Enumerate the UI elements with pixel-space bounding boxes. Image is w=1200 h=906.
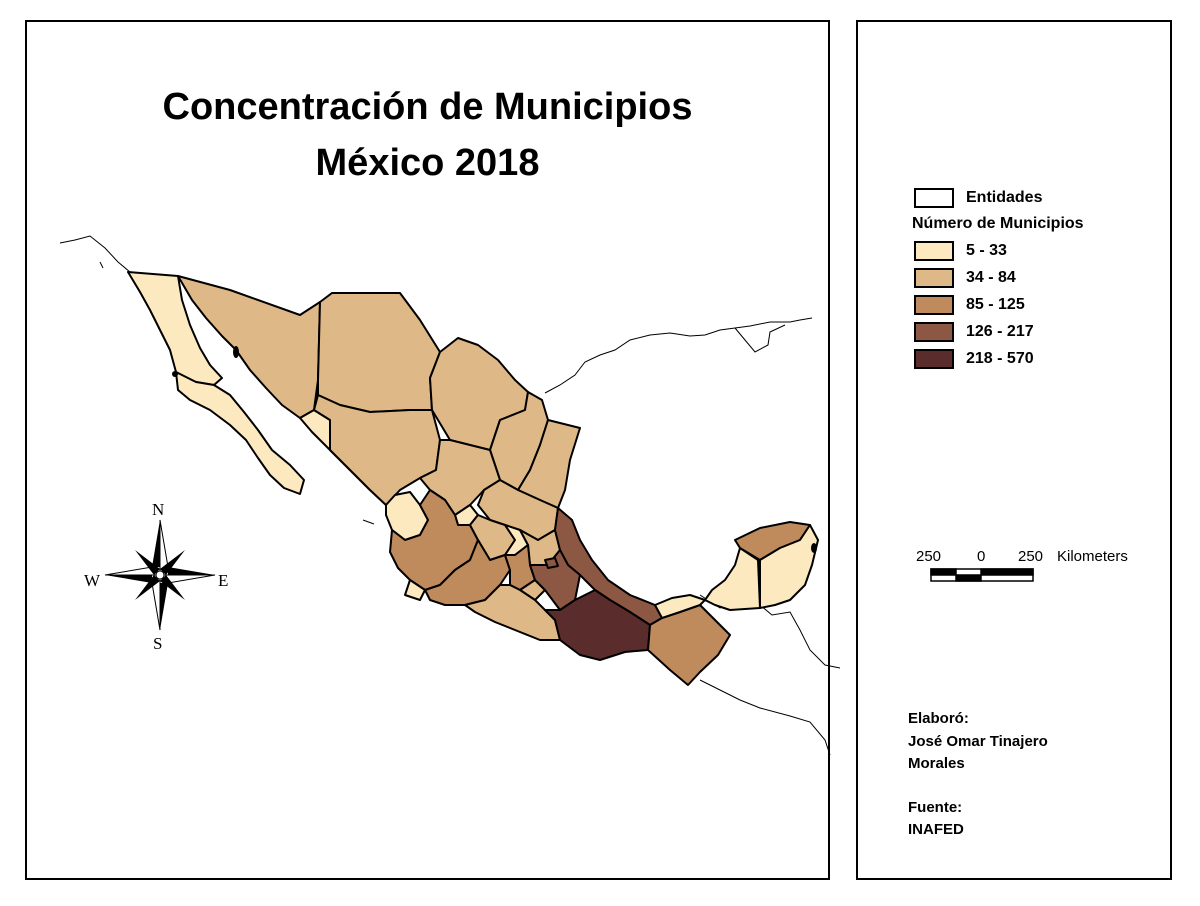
legend-class-swatch [914, 268, 954, 288]
legend-class-label: 218 - 570 [966, 350, 1034, 367]
legend-class-label: 34 - 84 [966, 269, 1016, 286]
legend-class-swatch [914, 349, 954, 369]
compass-west-label: W [84, 571, 101, 590]
legend-entities-label: Entidades [966, 189, 1043, 206]
states [127, 271, 819, 686]
state-campeche [704, 547, 761, 611]
map-subtitle: México 2018 [315, 142, 540, 184]
islands [172, 346, 817, 553]
state-sonora [177, 275, 321, 419]
legend-class-label: 85 - 125 [966, 296, 1025, 313]
coastline-lines [59, 235, 841, 756]
scale-label-right: 250 [1018, 548, 1044, 565]
legend-class-label: 126 - 217 [966, 323, 1034, 340]
scale-label-center: 0 [977, 548, 986, 565]
legend-class-label: 5 - 33 [966, 242, 1007, 259]
state-tlaxcala [544, 557, 559, 569]
state-colima [404, 579, 426, 601]
compass-south-label: S [153, 634, 163, 653]
compass-north-label: N [152, 500, 165, 519]
state-durango [313, 394, 441, 506]
credits-author-line2: Morales [908, 755, 965, 772]
legend-entities-swatch [914, 188, 954, 208]
scale-bar [930, 568, 1034, 582]
state-tabasco [654, 594, 706, 619]
scale-unit-label: Kilometers [1057, 548, 1128, 565]
map-title: Concentración de Municipios [162, 86, 693, 128]
scale-label-left: 250 [916, 548, 942, 565]
compass-east-label: E [218, 571, 229, 590]
credits-source-label: Fuente: [908, 799, 963, 816]
credits-author-line1: José Omar Tinajero [908, 733, 1048, 750]
state-quintana-roo [759, 524, 819, 609]
credits-source: INAFED [908, 821, 964, 838]
legend-heading: Número de Municipios [912, 215, 1084, 232]
legend-class-swatch [914, 241, 954, 261]
state-chihuahua [317, 292, 441, 413]
legend-class-swatch [914, 295, 954, 315]
legend-frame [856, 20, 1172, 880]
state-baja-california-sur [175, 371, 305, 495]
legend-class-swatch [914, 322, 954, 342]
credits-made-by-label: Elaboró: [908, 710, 969, 727]
compass-rose-icon [104, 519, 216, 631]
